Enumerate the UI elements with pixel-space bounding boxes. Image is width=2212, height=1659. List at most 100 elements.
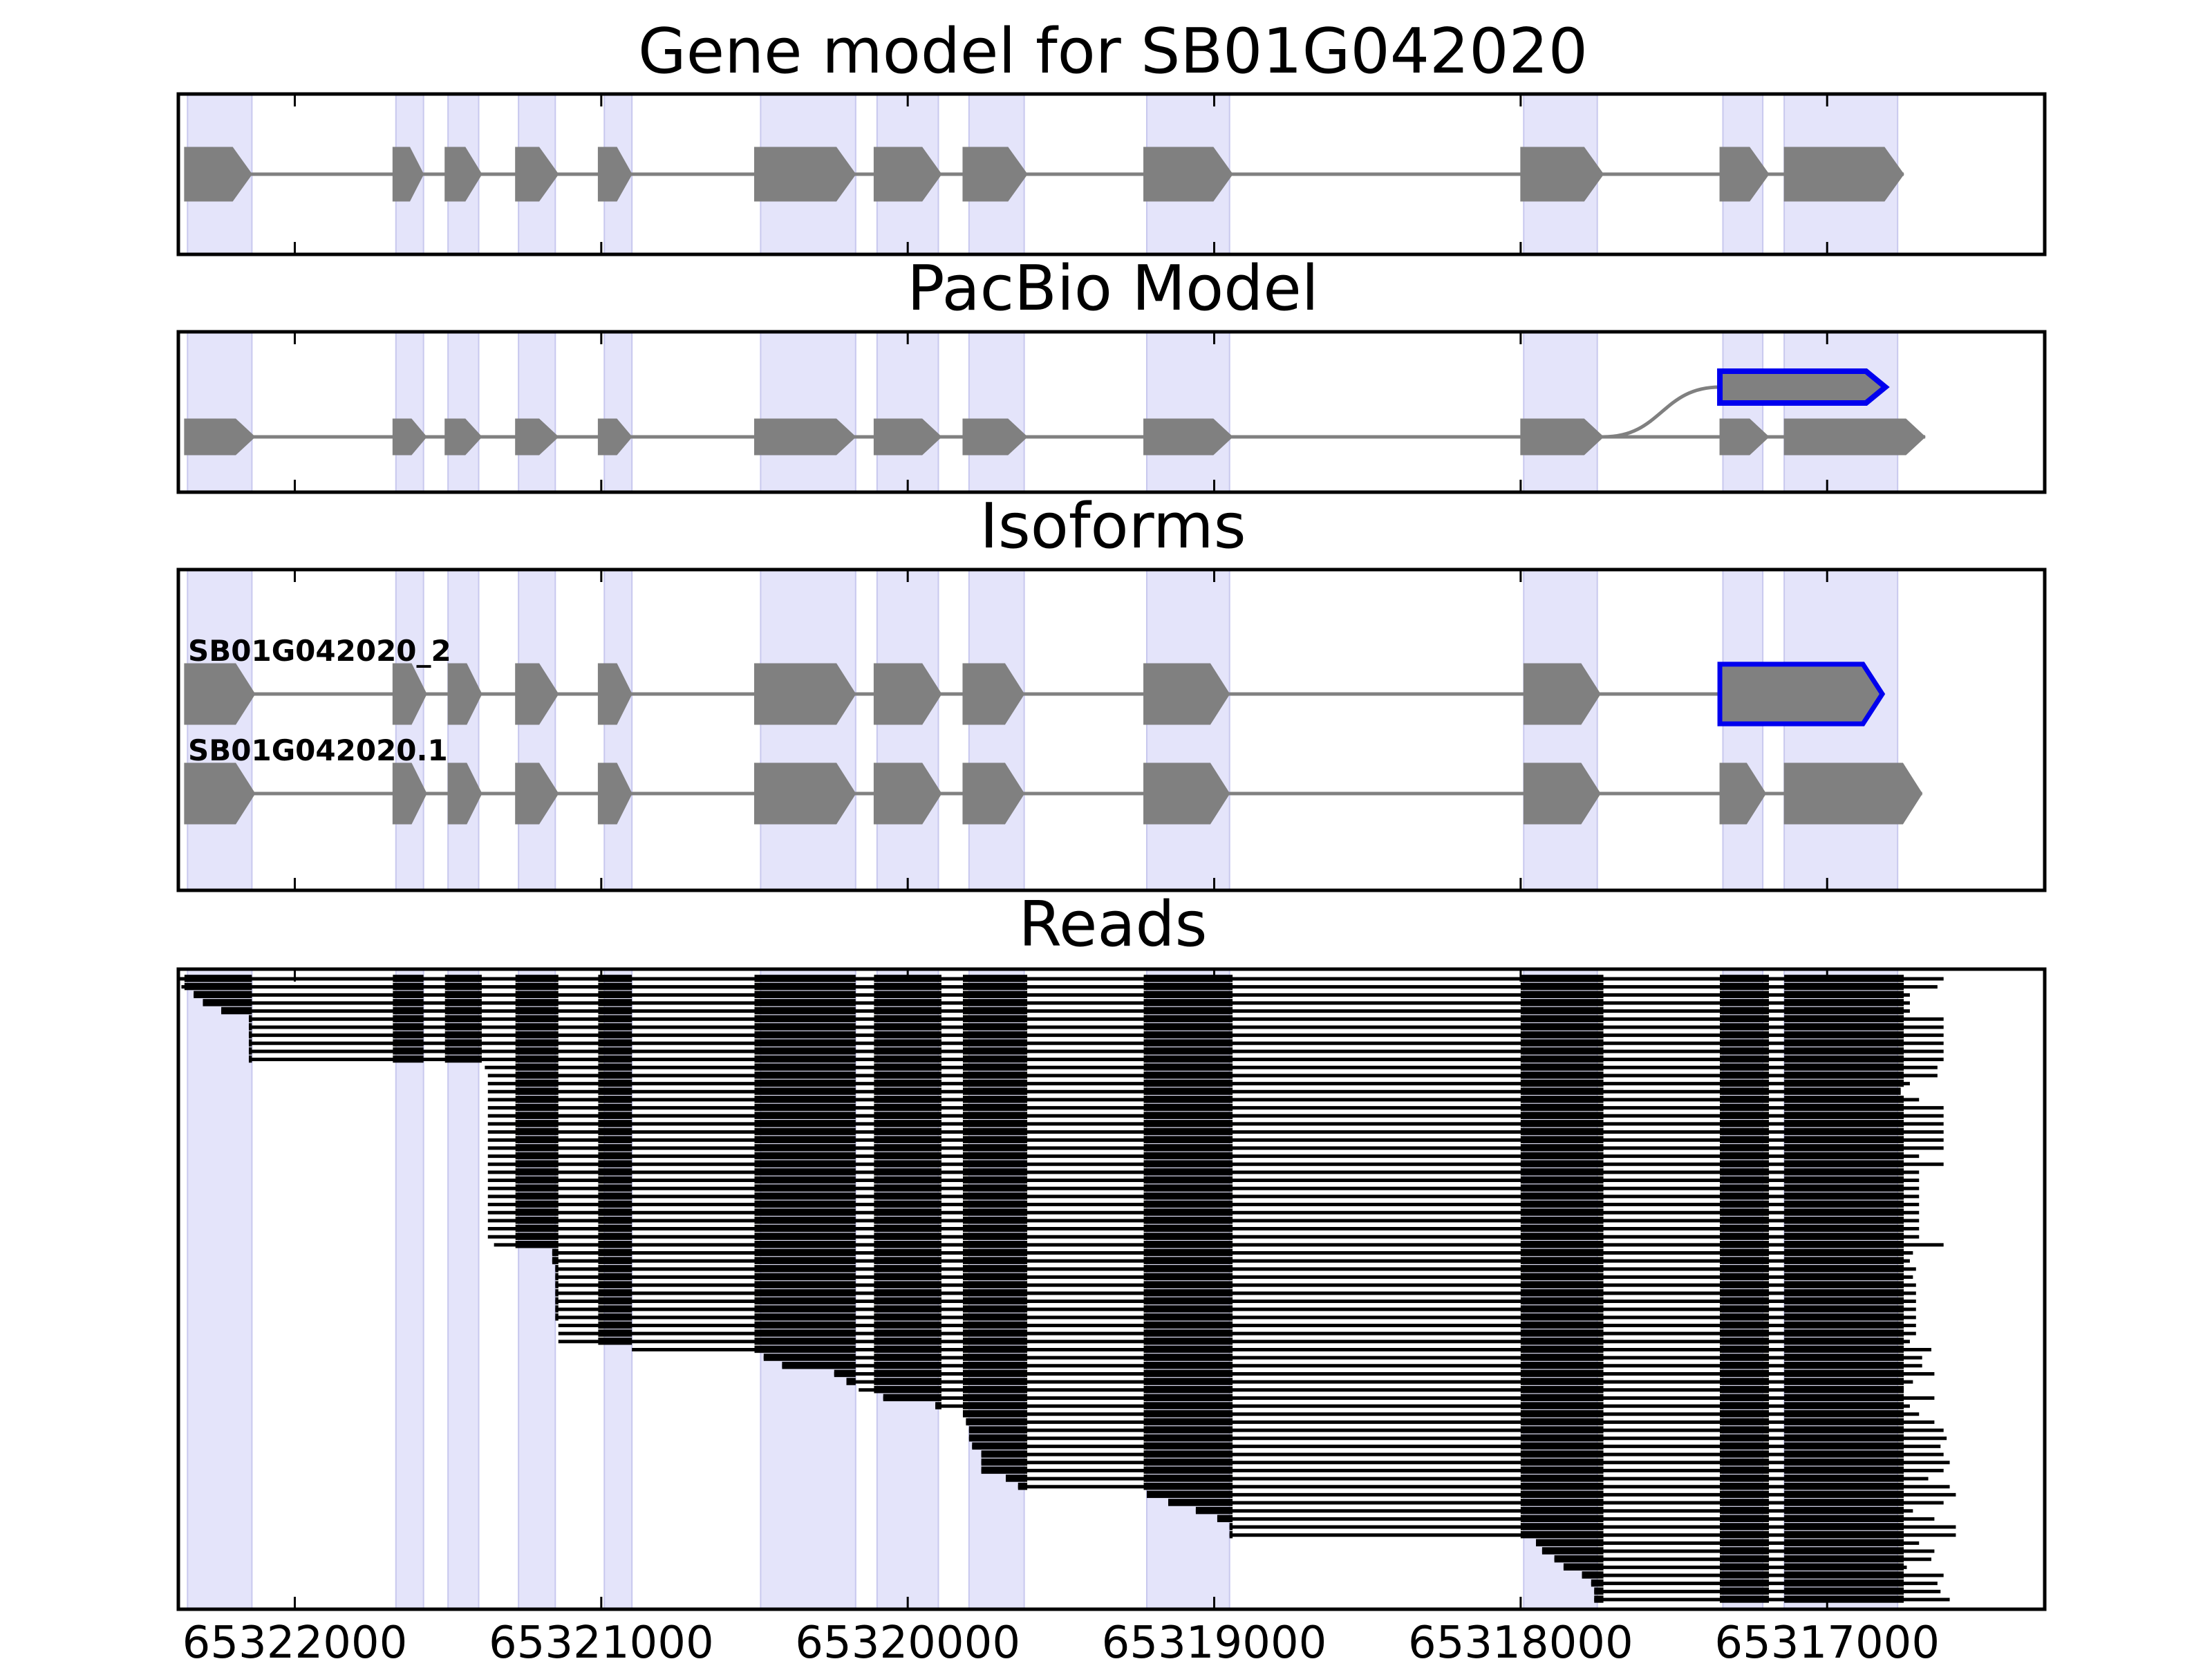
read-exon-block	[393, 1055, 424, 1063]
read-exon-block	[1143, 1031, 1233, 1039]
read-exon-block	[962, 1208, 1028, 1216]
read-exon-block	[754, 1112, 856, 1119]
read-exon-block	[754, 1257, 856, 1264]
panel-isoforms: Isoforms SB01G042020_2 SB01G042020.1	[176, 490, 2047, 892]
shaded-exon-region	[968, 331, 1025, 493]
read-exon-block	[874, 1248, 941, 1257]
read-exon-block	[1784, 1071, 1904, 1079]
read-exon-block	[1143, 1458, 1233, 1466]
exon	[1719, 762, 1767, 825]
read-exon-block	[1594, 1587, 1604, 1595]
read-exon-block	[1520, 1458, 1604, 1466]
read-exon-block	[1520, 1337, 1604, 1345]
read-exon-block	[1143, 1418, 1233, 1426]
read-exon-block	[598, 1063, 632, 1071]
shaded-exon-region	[518, 569, 556, 891]
read-exon-block	[598, 1184, 632, 1192]
read-exon-block	[515, 1039, 559, 1047]
read-exon-block	[598, 1217, 632, 1224]
read-exon-block	[1520, 1466, 1604, 1474]
read-exon-block	[1720, 1321, 1769, 1329]
read-exon-block	[1720, 1547, 1769, 1555]
read-exon-block	[598, 1112, 632, 1119]
read-exon-block	[1143, 1136, 1233, 1143]
read-exon-block	[1229, 1523, 1233, 1530]
read-exon-block	[1520, 1273, 1604, 1281]
read-exon-block	[754, 1071, 856, 1079]
read-exon-block	[1720, 1579, 1769, 1587]
read-exon-block	[1784, 1217, 1904, 1224]
read-exon-block	[754, 1329, 856, 1337]
read-exon-block	[1520, 1232, 1604, 1240]
read-exon-block	[1554, 1555, 1604, 1563]
read-exon-block	[515, 1071, 559, 1079]
read-exon-block	[515, 1063, 559, 1071]
read-exon-block	[1784, 975, 1904, 982]
read-exon-block	[1720, 1184, 1769, 1192]
read-exon-block	[1784, 1499, 1904, 1506]
read-exon-block	[874, 1289, 941, 1297]
read-exon-block	[1520, 1265, 1604, 1273]
read-exon-block	[515, 1217, 559, 1224]
shaded-exon-region	[1783, 331, 1899, 493]
read-exon-block	[754, 1103, 856, 1112]
read-exon-block	[1520, 1112, 1604, 1119]
read-exon-block	[962, 1273, 1028, 1281]
panel-reads: Reads	[176, 888, 2047, 1611]
shaded-exon-region	[447, 569, 480, 891]
exon	[873, 762, 942, 825]
read-exon-block	[1541, 1547, 1604, 1555]
x-tick-label: 65321000	[489, 1618, 714, 1659]
read-exon-block	[1143, 1079, 1233, 1087]
exon	[754, 663, 856, 725]
panel-frame	[176, 967, 2047, 1611]
read-exon-block	[1520, 1482, 1604, 1490]
read-exon-block	[966, 1418, 1028, 1426]
read-exon-block	[598, 1160, 632, 1168]
read-exon-block	[754, 1023, 856, 1031]
read-exon-block	[598, 1192, 632, 1200]
read-exon-block	[1143, 1160, 1233, 1168]
exon	[754, 147, 856, 202]
read-exon-block	[1720, 1047, 1769, 1055]
read-exon-block	[962, 1378, 1028, 1385]
read-exon-block	[1784, 1192, 1904, 1200]
read-exon-block	[1784, 1563, 1904, 1571]
read-exon-block	[1720, 1402, 1769, 1409]
read-exon-block	[1520, 1071, 1604, 1079]
read-exon-block	[1520, 1047, 1604, 1055]
x-tick-label: 65317000	[1714, 1618, 1940, 1659]
read-exon-block	[962, 1345, 1028, 1353]
read-exon-block	[874, 1353, 941, 1361]
read-exon-block	[1720, 1232, 1769, 1240]
read-exon-block	[444, 1023, 482, 1031]
exon	[1143, 762, 1230, 825]
read-exon-block	[962, 1369, 1028, 1378]
read-exon-block	[874, 1361, 941, 1369]
read-exon-block	[1520, 982, 1604, 991]
panel-title-isoforms: Isoforms	[980, 490, 1246, 563]
read-exon-block	[962, 1329, 1028, 1337]
read-exon-block	[1720, 1434, 1769, 1442]
read-exon-block	[1520, 1450, 1604, 1458]
read-exon-block	[1784, 1241, 1904, 1248]
read-exon-block	[598, 1289, 632, 1297]
read-exon-block	[1143, 1200, 1233, 1208]
read-exon-block	[1520, 1103, 1604, 1112]
read-exon-block	[1720, 1353, 1769, 1361]
read-exon-block	[1143, 1289, 1233, 1297]
read-exon-block	[1784, 1530, 1904, 1539]
read-exon-block	[1143, 1394, 1233, 1402]
read-exon-block	[1143, 1297, 1233, 1305]
read-exon-block	[1143, 1168, 1233, 1176]
shaded-exon-region	[187, 569, 253, 891]
read-exon-block	[1143, 1257, 1233, 1264]
read-exon-block	[1520, 1257, 1604, 1264]
read-exon-block	[203, 999, 252, 1006]
read-exon-block	[393, 999, 424, 1006]
read-exon-block	[1143, 1474, 1233, 1482]
read-exon-block	[874, 1112, 941, 1119]
exon	[962, 663, 1025, 725]
read-exon-block	[1520, 975, 1604, 982]
read-exon-block	[1784, 1313, 1904, 1321]
